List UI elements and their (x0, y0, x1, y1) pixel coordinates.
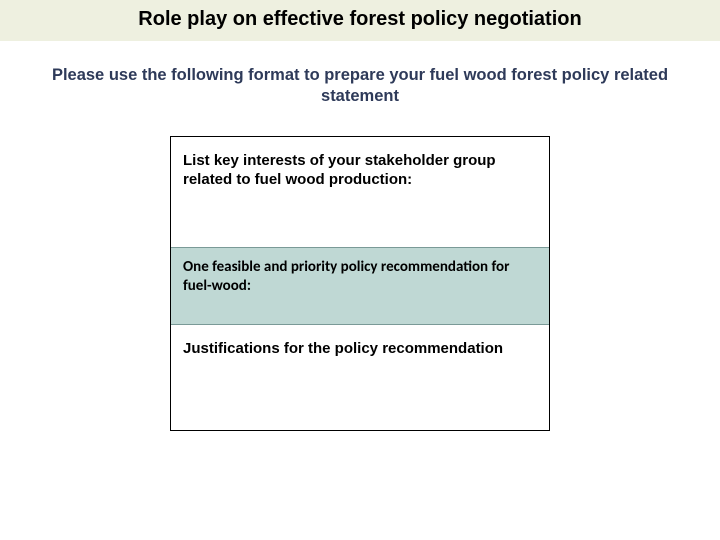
instruction-text: Please use the following format to prepa… (50, 65, 670, 108)
section-interests: List key interests of your stakeholder g… (171, 137, 549, 247)
page-title: Role play on effective forest policy neg… (0, 8, 720, 31)
title-bar: Role play on effective forest policy neg… (0, 0, 720, 41)
section-recommendation: One feasible and priority policy recomme… (171, 247, 549, 325)
statement-form-box: List key interests of your stakeholder g… (170, 136, 550, 431)
section-justification: Justifications for the policy recommenda… (171, 325, 549, 430)
